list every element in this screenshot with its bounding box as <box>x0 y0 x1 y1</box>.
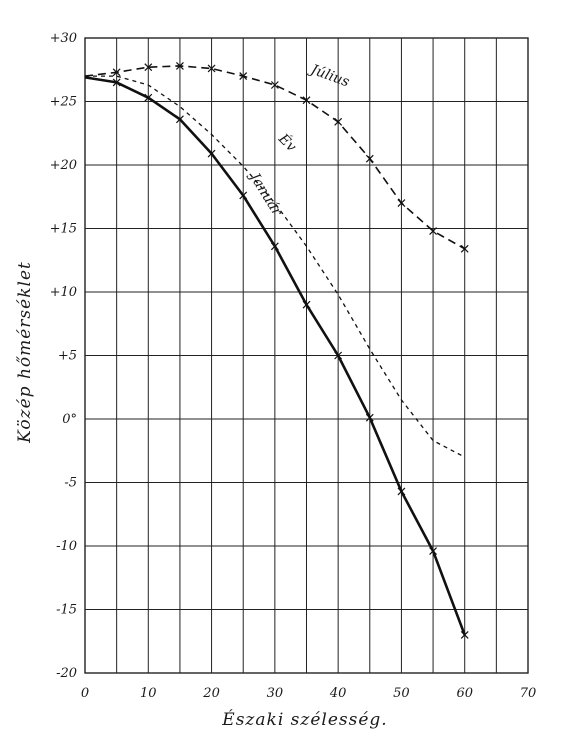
data-point-marker <box>334 117 343 126</box>
x-tick-label: 40 <box>329 686 347 701</box>
data-point-marker <box>429 547 437 556</box>
series-label: Július <box>306 61 352 91</box>
series-label: Január <box>245 168 286 220</box>
y-tick-label: +15 <box>50 222 77 237</box>
data-point-marker <box>112 78 121 87</box>
x-tick-label: 50 <box>393 686 410 701</box>
data-point-marker <box>302 96 311 105</box>
series-labels: Július Év Január <box>245 61 352 220</box>
data-point-marker <box>397 199 406 208</box>
x-axis-title: Északi szélesség. <box>221 709 387 730</box>
data-point-marker <box>397 487 406 496</box>
y-tick-label: -5 <box>64 476 77 491</box>
y-tick-label: +5 <box>58 349 77 364</box>
y-tick-label: -10 <box>56 539 77 554</box>
data-point-marker <box>365 154 374 163</box>
grid <box>84 37 529 674</box>
x-tick-label: 20 <box>202 686 220 701</box>
data-point-marker <box>365 413 374 422</box>
data-point-marker <box>460 244 469 253</box>
y-tick-label: -20 <box>56 666 77 681</box>
plot-frame <box>84 37 529 674</box>
data-point-marker <box>176 62 184 70</box>
data-point-marker <box>270 81 279 89</box>
data-point-marker <box>144 63 153 72</box>
data-point-marker <box>239 72 248 81</box>
series-markers <box>112 62 469 639</box>
data-point-marker <box>207 149 216 158</box>
data-point-marker <box>270 242 279 251</box>
x-tick-label: 30 <box>267 686 284 701</box>
series-line-1 <box>85 75 466 458</box>
x-tick-label: 10 <box>140 686 157 701</box>
x-tick-label: 0 <box>81 686 89 701</box>
y-tick-label: 0° <box>62 412 77 427</box>
y-tick-label: +25 <box>50 95 77 110</box>
x-tick-label: 70 <box>520 686 537 701</box>
x-tick-label: 60 <box>456 686 473 701</box>
data-point-marker <box>460 630 469 639</box>
x-axis-tick-labels: 0 10 20 30 40 50 60 70 <box>81 686 536 701</box>
series-label: Év <box>274 129 300 155</box>
y-tick-label: -15 <box>56 603 77 618</box>
y-axis-tick-labels: +30 +25 +20 +15 +10 +5 0° -5 -10 -15 -20 <box>50 31 77 681</box>
data-point-marker <box>429 227 437 235</box>
data-point-marker <box>334 351 343 360</box>
data-point-marker <box>239 191 248 200</box>
y-axis-title: Közép hőmérséklet <box>15 261 35 444</box>
data-point-marker <box>144 93 153 102</box>
data-point-marker <box>176 115 184 124</box>
data-point-marker <box>302 300 311 309</box>
y-tick-label: +10 <box>50 285 77 300</box>
y-tick-label: +20 <box>50 158 77 173</box>
data-point-marker <box>112 68 121 77</box>
data-point-marker <box>207 64 216 73</box>
y-tick-label: +30 <box>50 31 77 46</box>
